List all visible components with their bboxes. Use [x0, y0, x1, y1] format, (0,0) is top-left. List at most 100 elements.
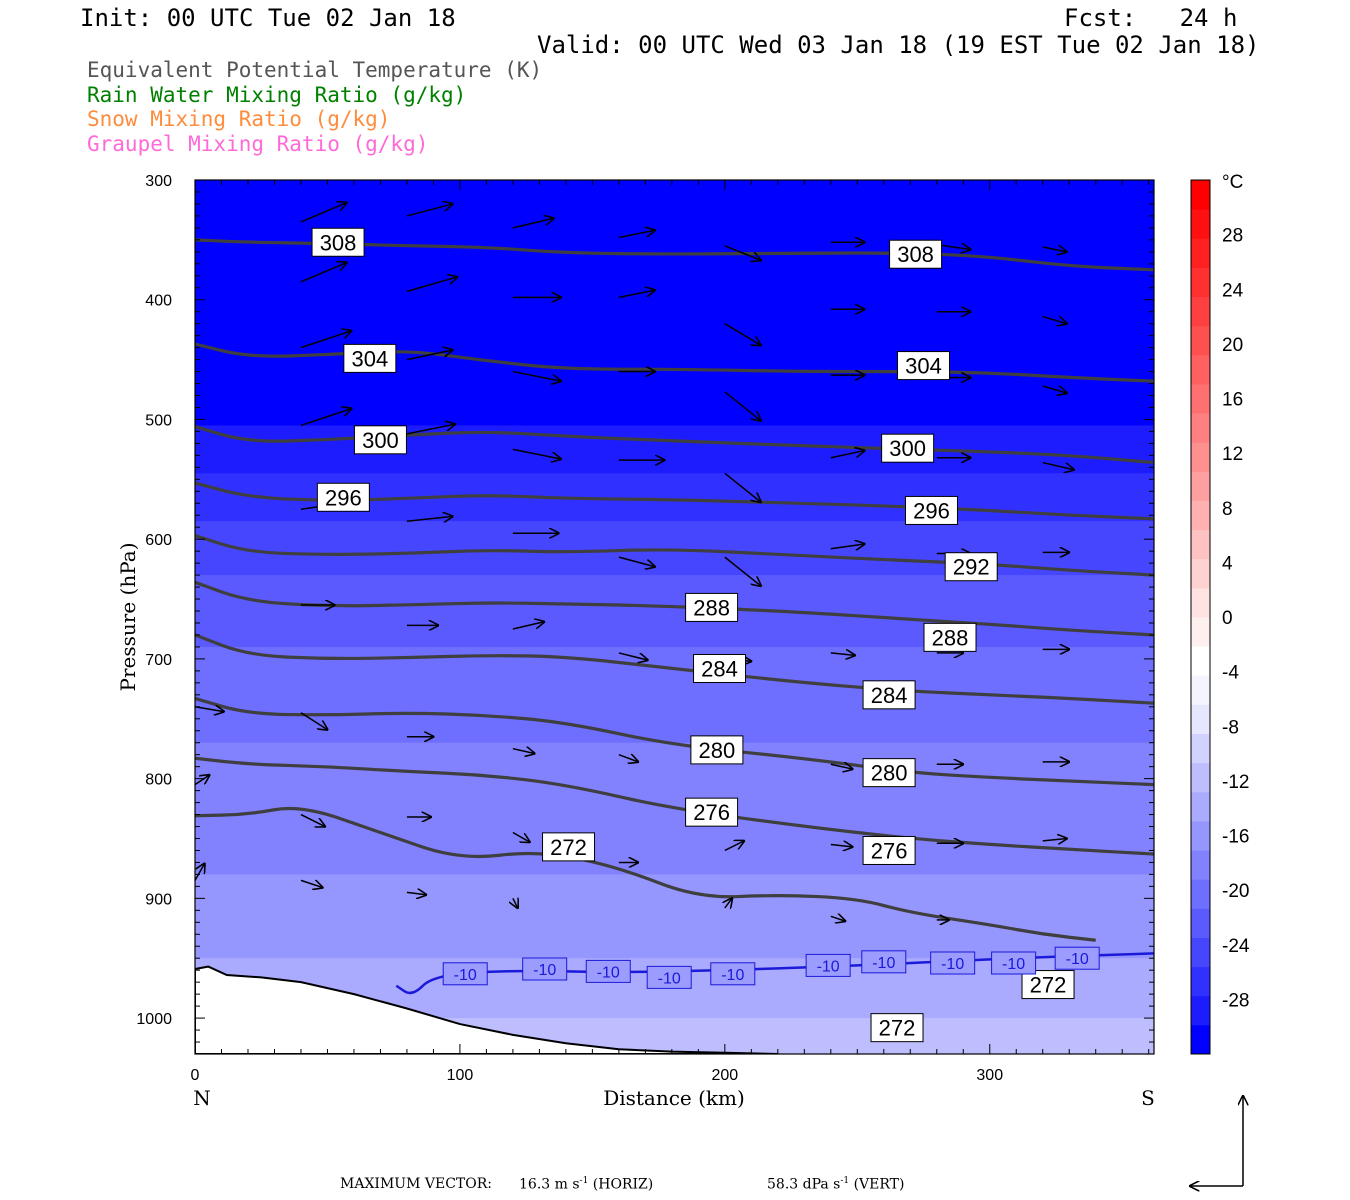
contour-label-box [870, 1013, 924, 1043]
x-tick-label: 0 [191, 1067, 200, 1084]
colorbar-segment [1191, 617, 1210, 647]
isotherm-label: -10 [585, 959, 631, 983]
wind-vector [512, 448, 561, 459]
colorbar-segment [1191, 413, 1210, 443]
wind-vector [300, 813, 325, 827]
wind-vector [724, 323, 761, 346]
wind-vector [300, 409, 351, 427]
theta-e-contour-292 [195, 534, 1154, 577]
contour-label: 284 [693, 653, 747, 683]
wind-vector [830, 844, 853, 846]
reference-vector-arrows [1190, 1096, 1243, 1186]
isotherm-label-box [710, 962, 756, 986]
colorbar-tick-label: 20 [1222, 335, 1243, 356]
valid-time: Valid: 00 UTC Wed 03 Jan 18 (19 EST Tue … [537, 31, 1260, 59]
init-time: Init: 00 UTC Tue 02 Jan 18 [80, 4, 456, 32]
isotherm-label-box [585, 959, 631, 983]
wind-vector [724, 841, 744, 852]
colorbar-tick-label: -16 [1222, 827, 1249, 848]
theta-e-contour-288 [195, 580, 1154, 637]
wind-vector [725, 898, 732, 908]
colorbar-tick-label: -20 [1222, 881, 1249, 902]
colorbar-segment [1191, 820, 1210, 851]
contour-label-box [690, 735, 744, 765]
y-tick-label: 400 [145, 293, 172, 310]
contour-label: 296 [316, 482, 370, 512]
plot-frame [194, 179, 1155, 1055]
wind-vector [512, 218, 554, 229]
contour-label-text: 304 [905, 354, 942, 379]
theta-e-contours [195, 238, 1154, 942]
wind-vector [195, 775, 209, 786]
temperature-band [195, 575, 1154, 648]
colorbar-segment [1191, 704, 1210, 735]
contour-label-box [685, 592, 739, 622]
wind-vector [195, 864, 205, 881]
y-tick-label: 700 [145, 652, 172, 669]
wind-vector [936, 245, 971, 250]
wind-vector [406, 424, 455, 435]
wind-vector [300, 263, 347, 283]
colorbar-tick-label: 12 [1222, 444, 1243, 465]
colorbar-tick-label: 8 [1222, 499, 1233, 520]
colorbar-segment [1191, 354, 1210, 385]
isotherm-label-text: -10 [872, 955, 895, 972]
contour-label-box [862, 680, 916, 710]
isotherm-label: -10 [522, 957, 568, 981]
isotherm-label: -10 [442, 962, 488, 986]
contour-label-box [343, 343, 397, 373]
isotherm-label-text: -10 [941, 956, 964, 973]
colorbar-segment [1191, 209, 1210, 239]
colorbar-segment [1191, 1024, 1210, 1055]
colorbar-segment [1191, 879, 1210, 909]
contour-label: 300 [881, 433, 935, 463]
contour-label-text: 296 [325, 485, 362, 510]
colorbar-segment [1191, 850, 1210, 880]
x-end-label-north: N [193, 1086, 211, 1110]
y-axis-title: Pressure (hPa) [116, 543, 140, 692]
contour-label: 308 [889, 239, 943, 269]
colorbar-segment [1191, 937, 1210, 968]
isotherm-label-box [646, 965, 692, 989]
contour-label-box [311, 227, 365, 257]
isotherm-label-box [930, 951, 976, 975]
wind-vector [618, 556, 655, 567]
contour-label-box [944, 552, 998, 582]
contour-label-text: 296 [913, 498, 950, 523]
colorbar-segment [1191, 180, 1210, 210]
wind-vector [512, 831, 530, 843]
y-tick-label: 800 [145, 772, 172, 789]
contour-label-box [542, 832, 596, 862]
contour-label: 272 [1021, 970, 1075, 1000]
wind-vector [1042, 461, 1074, 470]
wind-vector [406, 350, 453, 361]
theta-e-contour-296 [195, 481, 1154, 521]
colorbar-tick-label: -8 [1222, 717, 1239, 738]
isotherm-label: -10 [991, 951, 1037, 975]
y-tick-label: 300 [145, 173, 172, 190]
isotherm-label-box [805, 953, 851, 977]
contour-label: 280 [690, 735, 744, 765]
contour-label: 272 [870, 1013, 924, 1043]
contour-label-box [897, 351, 951, 381]
max-vector-horiz: 16.3 m s-1 (HORIZ) [519, 1176, 654, 1193]
contour-label-text: 292 [953, 555, 990, 580]
contour-label: 296 [904, 495, 958, 525]
wind-vector [1042, 247, 1067, 252]
theta-e-contour-276 [195, 756, 1154, 856]
contour-label-box [889, 239, 943, 269]
contour-label: 272 [542, 832, 596, 862]
y-tick-label: 900 [145, 891, 172, 908]
field-label-rain: Rain Water Mixing Ratio (g/kg) [87, 83, 467, 107]
contour-label-text: 280 [699, 738, 736, 763]
wind-vector [512, 622, 544, 630]
isotherm-label-text: -10 [597, 964, 620, 981]
contour-label-text: 272 [1030, 973, 1067, 998]
isotherm-label-box [991, 951, 1037, 975]
wind-vector [512, 370, 561, 382]
colorbar-segment [1191, 296, 1210, 327]
contour-label-box [862, 758, 916, 788]
contour-labels: 308 308 304 304 300 300 296 296 292 288 288 284 284 2… [311, 227, 1100, 1043]
y-tick-label: 600 [145, 532, 172, 549]
